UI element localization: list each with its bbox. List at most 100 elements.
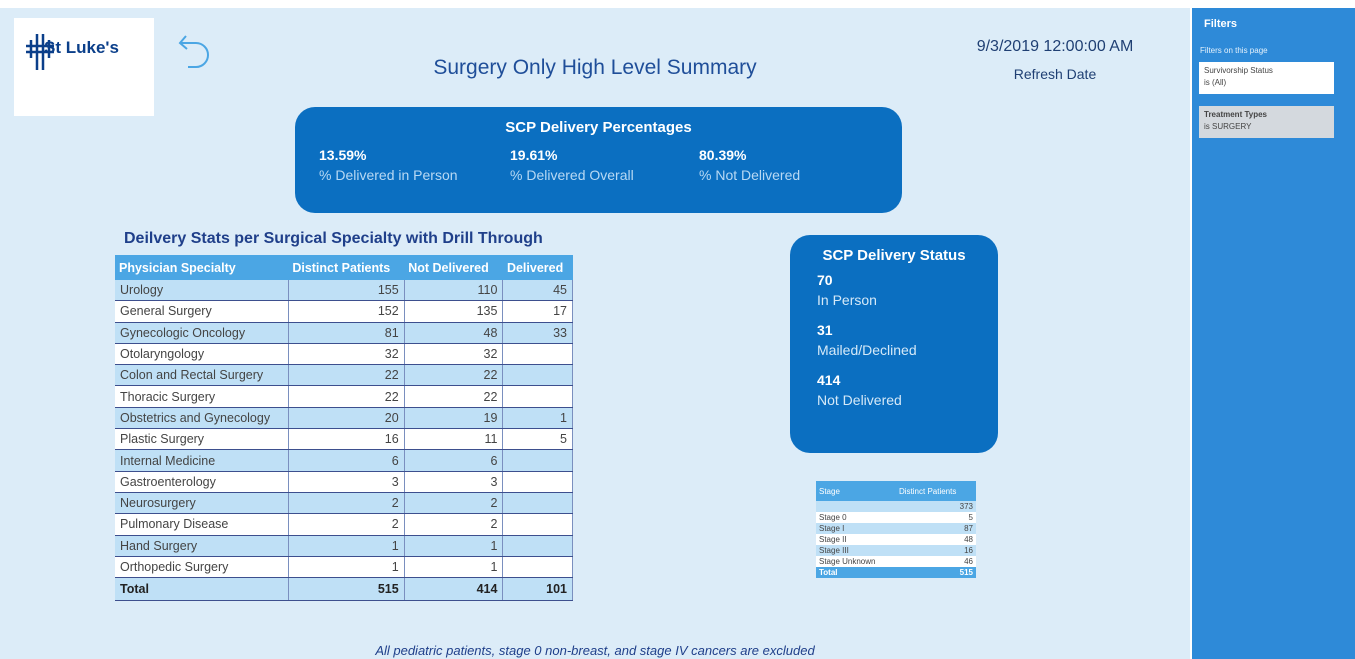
table-cell: 1 (288, 535, 405, 557)
table-cell (502, 364, 573, 387)
card-title: SCP Delivery Status (822, 247, 966, 264)
table-cell: 19 (404, 407, 504, 430)
table-cell: Otolaryngology (115, 343, 289, 366)
table-row: Orthopedic Surgery 1 1 (115, 556, 573, 579)
header-row: Physician Specialty Distinct Patients Not … (115, 255, 573, 280)
table-cell: Total (115, 577, 289, 602)
table-row: Pulmonary Disease 2 2 (115, 513, 573, 536)
table-cell: Pulmonary Disease (115, 513, 289, 536)
status-card: SCP Delivery Status 70 In Person 31 Mailed/… (790, 235, 998, 453)
table-cell (502, 385, 573, 408)
stage-table: Stage Distinct Patients 373 Stage 0 5 Stage I… (816, 481, 976, 578)
page-title: Surgery Only High Level Summary (433, 56, 757, 79)
kpi-label: Mailed/Declined (817, 342, 917, 358)
table-cell: 20 (288, 407, 405, 430)
table-cell: General Surgery (115, 300, 289, 323)
filter-name: Treatment Types (1204, 110, 1267, 119)
column-header[interactable]: Distinct Patients (288, 255, 405, 280)
table-cell: 3 (288, 471, 405, 493)
table-cell: Neurosurgery (115, 492, 289, 515)
table-cell: Stage II (816, 534, 896, 545)
filter-card[interactable]: Survivorship Status is (All) (1199, 62, 1334, 94)
table-row: Colon and Rectal Surgery 22 22 (115, 364, 573, 387)
table-cell: 5 (896, 512, 976, 523)
table-cell (502, 449, 573, 472)
table-cell: 1 (502, 407, 573, 430)
kpi-label: Not Delivered (817, 392, 902, 408)
table-cell: 16 (288, 428, 405, 451)
table-row: Internal Medicine 6 6 (115, 449, 573, 472)
logo-box (14, 18, 154, 116)
table-cell: Plastic Surgery (115, 428, 289, 451)
table-cell: 110 (404, 280, 504, 302)
kpi-label: % Delivered in Person (319, 167, 458, 183)
table-cell: 2 (288, 492, 405, 515)
column-header: Stage (816, 481, 896, 501)
kpi-value: 19.61% (510, 147, 558, 163)
table-cell: 1 (404, 556, 504, 579)
table-row: Obstetrics and Gynecology 20 19 1 (115, 407, 573, 430)
table-cell: Hand Surgery (115, 535, 289, 557)
table-cell: 515 (288, 577, 405, 602)
refresh-label: Refresh Date (1013, 66, 1097, 82)
logo-text: St Luke's (44, 38, 119, 57)
table-cell: 2 (288, 513, 405, 536)
table-row: 373 (816, 501, 976, 512)
table-cell: 48 (404, 322, 504, 344)
table-cell: 87 (896, 523, 976, 534)
table-cell: 33 (502, 322, 573, 344)
table-cell: 5 (502, 428, 573, 451)
table-cell: Gastroenterology (115, 471, 289, 493)
column-header[interactable]: Not Delivered (404, 255, 503, 280)
table-cell: 22 (404, 364, 504, 387)
table-cell: Stage I (816, 523, 896, 534)
table-cell (816, 501, 896, 512)
table-cell: 2 (404, 513, 504, 536)
table-cell: 32 (404, 343, 504, 366)
column-header[interactable]: Delivered (502, 255, 573, 280)
kpi-label: % Delivered Overall (510, 167, 634, 183)
table-row: Stage III 16 (816, 545, 976, 556)
table-cell: Colon and Rectal Surgery (115, 364, 289, 387)
table-cell: 45 (502, 280, 573, 302)
table-cell: 22 (288, 385, 405, 408)
table-cell: 48 (896, 534, 976, 545)
filter-value: is (All) (1204, 78, 1227, 87)
filters-title[interactable]: Filters (1204, 18, 1238, 30)
table-row: Stage II 48 (816, 534, 976, 545)
kpi-label: In Person (817, 292, 877, 308)
table-cell: Internal Medicine (115, 449, 289, 472)
table-row: Stage Unknown 46 (816, 556, 976, 567)
table-row: Gynecologic Oncology 81 48 33 (115, 322, 573, 344)
table-cell: 155 (288, 280, 405, 302)
refresh-date: 9/3/2019 12:00:00 AM (976, 38, 1134, 55)
table-cell: Gynecologic Oncology (115, 322, 289, 344)
kpi-value: 70 (817, 272, 833, 288)
table-cell: 1 (404, 535, 504, 557)
table-cell (502, 556, 573, 579)
table-row: Stage I 87 (816, 523, 976, 534)
table-cell: 6 (288, 449, 405, 472)
table-row: Thoracic Surgery 22 22 (115, 385, 573, 408)
filter-card[interactable]: Treatment Types is SURGERY (1199, 106, 1334, 138)
table-cell: 2 (404, 492, 504, 515)
kpi-value: 13.59% (319, 147, 367, 163)
column-header[interactable]: Distinct Patients (896, 481, 976, 501)
back-button[interactable] (176, 28, 212, 78)
kpi-label: % Not Delivered (699, 167, 801, 183)
card-title: SCP Delivery Percentages (505, 119, 692, 136)
table-cell: 3 (404, 471, 504, 493)
header-row: Stage Distinct Patients (816, 481, 976, 501)
table-cell (502, 535, 573, 557)
footnote: All pediatric patients, stage 0 non-brea… (375, 643, 815, 658)
table-cell: 414 (404, 577, 504, 602)
logo-cross (26, 34, 54, 70)
table-cell (502, 492, 573, 515)
percentages-card: SCP Delivery Percentages 13.59% % Deliver… (295, 107, 902, 213)
table-row: Otolaryngology 32 32 (115, 343, 573, 366)
table-row: Neurosurgery 2 2 (115, 492, 573, 515)
table-cell (502, 513, 573, 536)
table-cell: Stage 0 (816, 512, 896, 523)
table-cell: 11 (404, 428, 504, 451)
